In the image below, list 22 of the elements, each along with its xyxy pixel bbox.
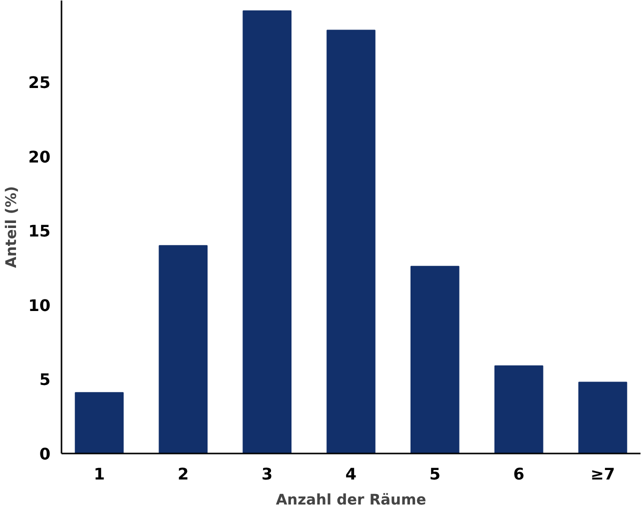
bar [242, 10, 292, 454]
x-axis-title: Anzahl der Räume [276, 492, 426, 508]
bar [410, 266, 460, 454]
bar [578, 382, 628, 454]
y-tick-label: 25 [28, 73, 50, 92]
x-tick-label: 3 [262, 464, 273, 484]
y-tick-label: 10 [28, 296, 50, 315]
x-tick-label: 4 [345, 464, 357, 484]
y-tick-label: 15 [28, 222, 50, 241]
x-tick-label: ≥7 [590, 464, 616, 484]
y-tick-label: 0 [39, 444, 51, 464]
bar [326, 30, 376, 454]
y-axis-title: Anteil (%) [3, 186, 20, 268]
bar [74, 392, 124, 454]
bar [494, 365, 544, 454]
x-tick-label: 1 [94, 464, 105, 484]
y-tick-label: 5 [39, 370, 51, 390]
x-tick-label: 5 [429, 464, 440, 484]
bar [158, 245, 208, 454]
x-tick-label: 2 [178, 464, 189, 484]
y-tick-label: 20 [28, 147, 50, 166]
x-tick-label: 6 [513, 464, 524, 484]
